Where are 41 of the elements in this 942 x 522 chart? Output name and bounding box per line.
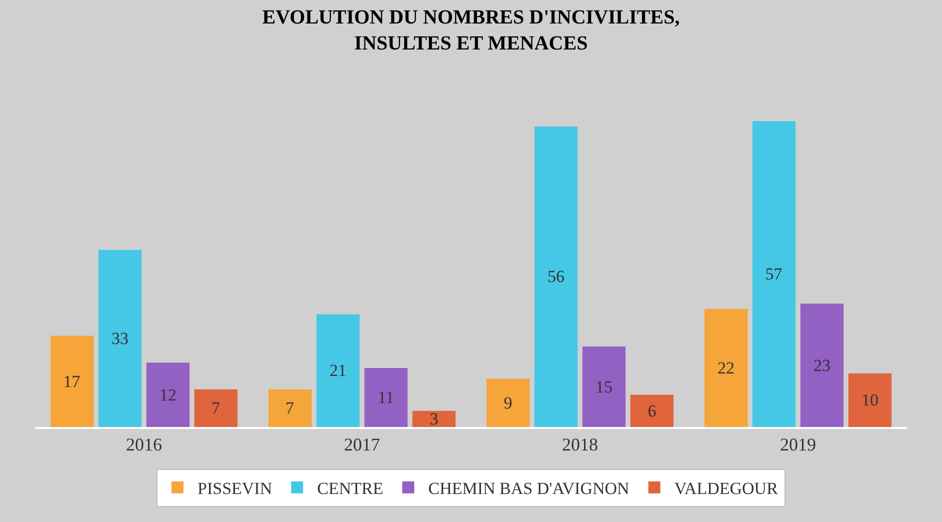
bar <box>364 368 408 427</box>
bar <box>146 362 190 427</box>
legend-label: VALDEGOUR <box>674 479 779 498</box>
x-tick-label: 2016 <box>126 434 162 455</box>
chart-title: EVOLUTION DU NOMBRES D'INCIVILITES, INSULTES ET MENACES <box>262 6 680 54</box>
data-label: 56 <box>548 267 565 286</box>
data-label: 6 <box>648 401 656 420</box>
data-label: 21 <box>330 361 347 380</box>
data-label: 23 <box>813 356 830 375</box>
x-tick-label: 2018 <box>562 434 598 455</box>
data-label: 3 <box>430 409 438 428</box>
data-label: 15 <box>595 377 612 396</box>
data-label: 10 <box>861 390 878 410</box>
bar <box>800 304 844 427</box>
bar <box>848 373 892 427</box>
bar <box>268 389 312 427</box>
data-label: 9 <box>504 393 512 412</box>
data-label: 11 <box>378 388 394 407</box>
bar <box>194 389 238 427</box>
bar <box>486 378 530 427</box>
x-tick-label: 2017 <box>344 434 380 455</box>
legend-label: CHEMIN BAS D'AVIGNON <box>428 479 630 498</box>
legend-label: CENTRE <box>317 479 384 498</box>
data-label: 7 <box>286 398 295 418</box>
bar <box>316 314 360 427</box>
bar <box>534 126 578 427</box>
data-label: 12 <box>159 385 176 404</box>
data-label: 33 <box>112 328 129 348</box>
legend-label: PISSEVIN <box>198 479 272 498</box>
data-label: 7 <box>211 398 220 418</box>
data-label: 17 <box>63 372 81 391</box>
bar <box>704 308 748 427</box>
bar <box>630 394 674 427</box>
bar <box>582 346 626 427</box>
bar <box>98 250 142 427</box>
data-label: 57 <box>765 264 783 284</box>
bar <box>50 336 94 427</box>
bar <box>412 410 456 427</box>
bar <box>752 121 796 427</box>
x-tick-label: 2019 <box>780 434 816 455</box>
data-label: 22 <box>718 358 735 378</box>
